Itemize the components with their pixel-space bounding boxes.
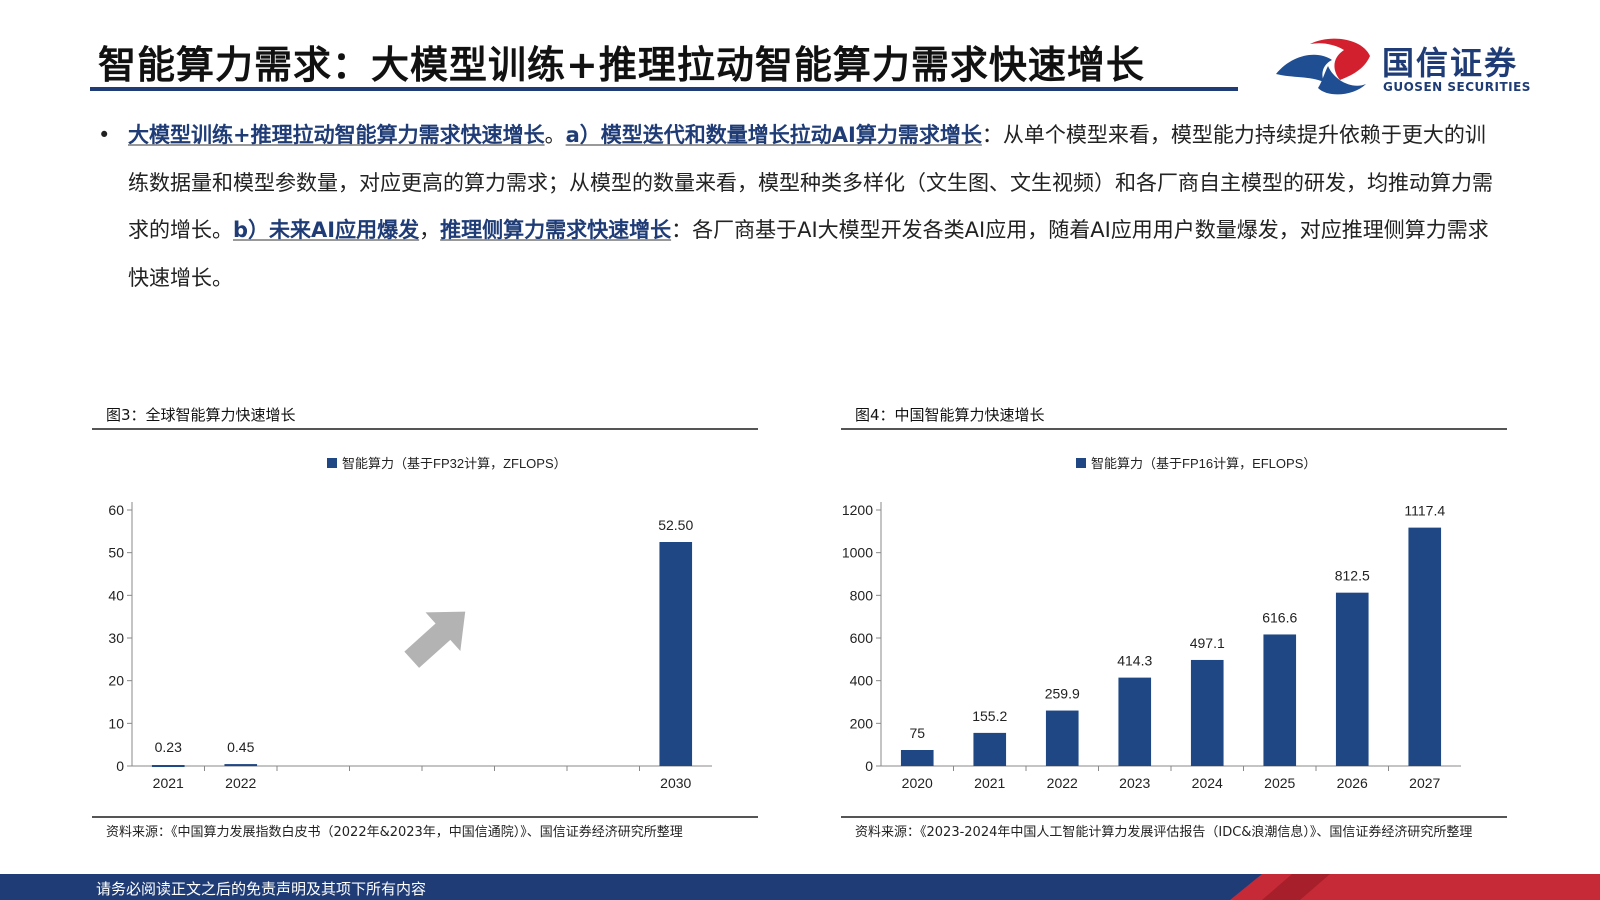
bar (1190, 659, 1224, 766)
bar (900, 750, 934, 766)
body-paragraph: 大模型训练+推理拉动智能算力需求快速增长。a）模型迭代和数量增长拉动AI算力需求… (128, 112, 1500, 302)
footer-bar (0, 874, 1600, 900)
data-label: 497.1 (1190, 635, 1225, 651)
y-tick-label: 10 (108, 715, 124, 731)
y-tick-label: 60 (108, 502, 124, 518)
point-b-text: ：各厂商基于AI大模型开发各类AI应用，随着AI应用用户数量爆发，对应推理侧算力… (128, 218, 1489, 290)
bar (973, 732, 1007, 766)
bar (1408, 527, 1442, 766)
x-tick-label: 2022 (225, 775, 256, 791)
bar (151, 765, 185, 768)
body-sep: 。 (544, 123, 566, 147)
data-label: 812.5 (1335, 568, 1370, 584)
point-b-highlight-2: 推理侧算力需求快速增长 (440, 218, 672, 242)
y-tick-label: 600 (850, 630, 874, 646)
logo-mark-icon (1276, 38, 1370, 95)
legend-label: 智能算力（基于FP16计算，EFLOPS） (1091, 456, 1316, 471)
point-b-highlight-1: b）未来AI应用爆发 (233, 218, 420, 242)
bar (1118, 677, 1152, 766)
lead-highlight: 大模型训练+推理拉动智能算力需求快速增长 (128, 123, 545, 147)
y-tick-label: 800 (850, 587, 874, 603)
y-tick-label: 40 (108, 587, 124, 603)
bar (659, 542, 693, 766)
bar (224, 764, 258, 767)
title-underline (90, 87, 1238, 91)
y-tick-label: 1200 (842, 502, 873, 518)
data-label: 0.23 (155, 739, 182, 755)
chart-legend: 智能算力（基于FP32计算，ZFLOPS） (327, 456, 567, 471)
legend-swatch (1076, 458, 1086, 468)
chart-legend: 智能算力（基于FP16计算，EFLOPS） (1076, 456, 1316, 471)
trend-arrow-shape (404, 611, 466, 668)
figure-3-bottom-rule (92, 816, 758, 818)
data-label: 75 (909, 725, 925, 741)
figure-3-top-rule (92, 428, 758, 430)
x-tick-label: 2030 (660, 775, 691, 791)
bar (1335, 592, 1369, 766)
figure-3-source: 资料来源：《中国算力发展指数白皮书（2022年&2023年，中国信通院）》、国信… (106, 825, 683, 840)
y-tick-label: 20 (108, 673, 124, 689)
x-tick-label: 2027 (1409, 775, 1440, 791)
y-tick-label: 200 (850, 715, 874, 731)
logo-text: 国信证券 (1382, 44, 1519, 82)
page-title: 智能算力需求：大模型训练+推理拉动智能算力需求快速增长 (98, 43, 1145, 87)
y-tick-label: 0 (865, 758, 873, 774)
point-a-highlight: a）模型迭代和数量增长拉动AI算力需求增长 (565, 123, 982, 147)
y-tick-label: 30 (108, 630, 124, 646)
footer-disclaimer: 请务必阅读正文之后的免责声明及其项下所有内容 (96, 880, 427, 898)
data-label: 259.9 (1045, 686, 1080, 702)
data-label: 52.50 (658, 517, 693, 533)
logo-subtext: GUOSEN SECURITIES (1383, 80, 1531, 94)
data-label: 414.3 (1117, 653, 1152, 669)
chart-china-compute: 智能算力（基于FP16计算，EFLOPS） 0 200 400 600 800 1000 12… (842, 456, 1461, 791)
x-tick-label: 2023 (1119, 775, 1150, 791)
bar (1045, 710, 1079, 766)
figure-4-title: 图4：中国智能算力快速增长 (855, 406, 1045, 424)
data-label: 1117.4 (1404, 503, 1445, 519)
x-tick-label: 2021 (974, 775, 1005, 791)
point-a-text: ：从单个模型来看，模型能力持续提升依赖于更大的训练数据量和模型参数量，对应更高的… (128, 123, 1493, 242)
chart-global-compute: 智能算力（基于FP32计算，ZFLOPS）010203040506020210.… (108, 456, 712, 791)
trend-arrow-icon (404, 611, 466, 668)
x-tick-label: 2024 (1192, 775, 1223, 791)
y-tick-label: 0 (116, 758, 124, 774)
point-b-comma: ， (419, 218, 441, 242)
x-tick-label: 2020 (902, 775, 933, 791)
y-tick-label: 50 (108, 545, 124, 561)
x-tick-label: 2022 (1047, 775, 1078, 791)
figure-4-source: 资料来源：《2023-2024年中国人工智能计算力发展评估报告（IDC&浪潮信息… (855, 825, 1473, 840)
bullet-marker: • (98, 123, 111, 147)
x-tick-label: 2026 (1337, 775, 1368, 791)
x-tick-label: 2025 (1264, 775, 1295, 791)
y-tick-label: 400 (850, 673, 874, 689)
data-label: 616.6 (1262, 609, 1297, 625)
figure-3-title: 图3：全球智能算力快速增长 (106, 406, 296, 424)
legend-label: 智能算力（基于FP32计算，ZFLOPS） (342, 456, 567, 471)
data-label: 0.45 (227, 739, 254, 755)
data-label: 155.2 (972, 708, 1007, 724)
figure-4-top-rule (841, 428, 1507, 430)
company-logo: 国信证券 GUOSEN SECURITIES (1270, 36, 1540, 98)
figure-4-bottom-rule (841, 816, 1507, 818)
bar (1263, 634, 1297, 766)
legend-swatch (327, 458, 337, 468)
x-tick-label: 2021 (153, 775, 184, 791)
y-tick-label: 1000 (842, 545, 873, 561)
